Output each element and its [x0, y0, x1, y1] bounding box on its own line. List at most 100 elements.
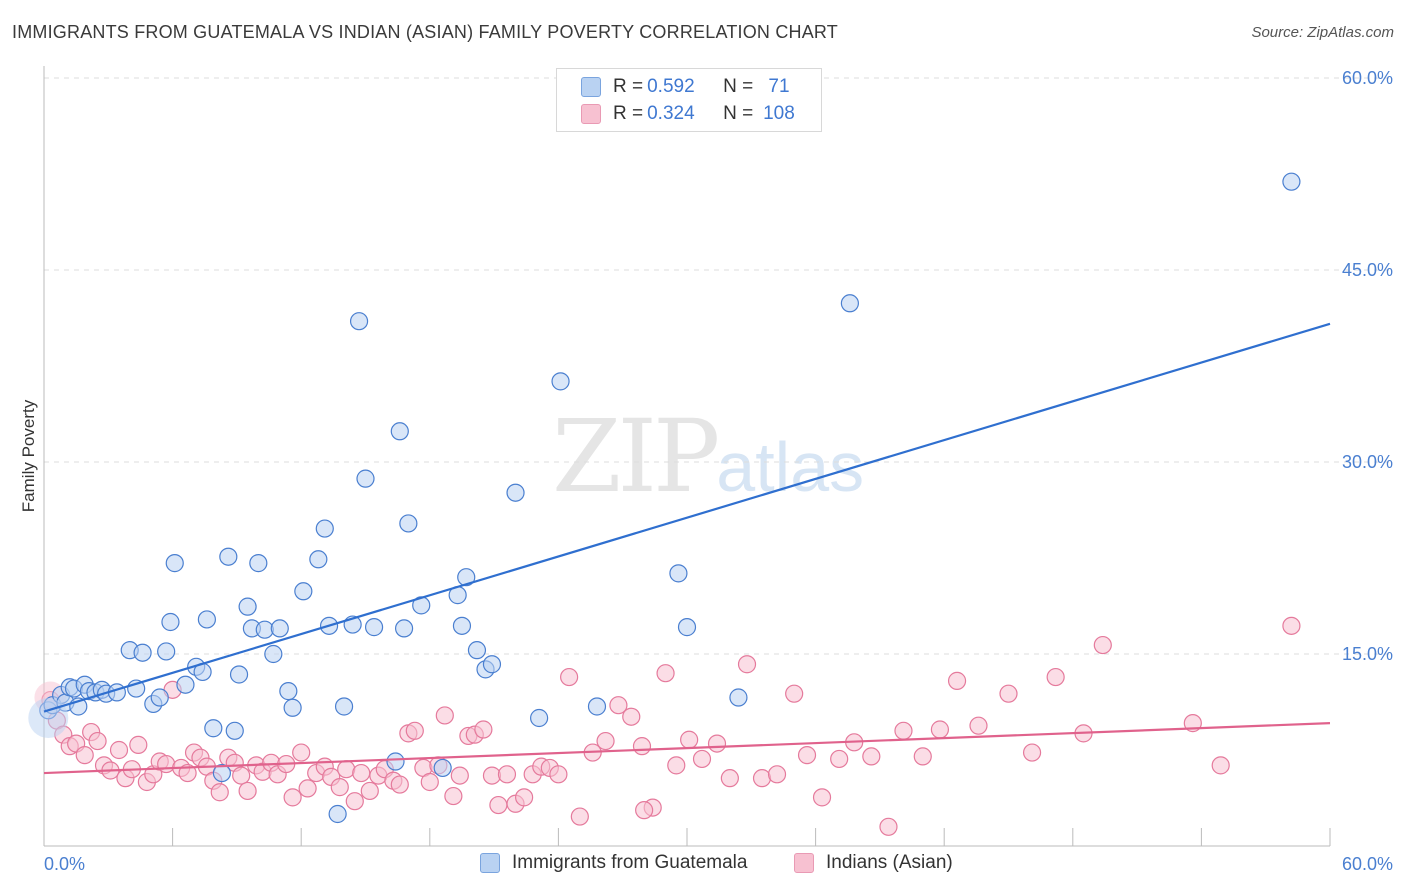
- point-indians-asian: [635, 801, 654, 820]
- point-guatemala: [176, 675, 195, 694]
- point-indians-asian: [129, 735, 148, 754]
- point-indians-asian: [609, 696, 628, 715]
- point-indians-asian: [879, 817, 898, 836]
- watermark-zip: ZIP: [552, 398, 720, 515]
- trend-line-guatemala: [43, 322, 1331, 713]
- point-indians-asian: [570, 807, 589, 826]
- point-guatemala: [530, 708, 549, 728]
- y-tick-label: 30.0%: [1342, 452, 1393, 472]
- point-guatemala: [315, 519, 334, 538]
- point-indians-asian: [862, 747, 881, 766]
- point-guatemala: [399, 514, 418, 533]
- point-indians-asian: [812, 788, 832, 807]
- point-indians-asian: [390, 775, 409, 794]
- points-guatemala: [28, 172, 1301, 824]
- axis-labels: 15.0% 30.0% 45.0% 60.0% 0.0% 60.0% Family Pove…: [19, 68, 1393, 874]
- point-indians-asian: [420, 772, 439, 792]
- legend-row-guatemala: R = 0.592 N = 71: [581, 75, 790, 99]
- point-guatemala: [394, 619, 414, 638]
- chart-title: IMMIGRANTS FROM GUATEMALA VS INDIAN (ASI…: [12, 22, 838, 42]
- point-indians-asian: [560, 667, 579, 687]
- point-guatemala: [165, 554, 184, 573]
- point-guatemala: [334, 697, 354, 716]
- legend-n-label: N =: [723, 103, 754, 124]
- point-indians-asian: [292, 743, 311, 762]
- point-guatemala: [309, 550, 328, 569]
- point-guatemala: [349, 312, 369, 331]
- point-indians-asian: [345, 792, 364, 811]
- bottom-legend-indians: Indians (Asian): [794, 852, 953, 874]
- point-indians-asian: [930, 720, 950, 739]
- point-guatemala: [294, 582, 313, 601]
- point-guatemala: [279, 682, 298, 701]
- point-indians-asian: [707, 734, 727, 753]
- point-indians-asian: [515, 788, 534, 807]
- point-guatemala: [225, 721, 244, 740]
- point-guatemala: [133, 643, 152, 662]
- y-axis-title: Family Poverty: [19, 399, 38, 512]
- point-indians-asian: [157, 754, 176, 774]
- legend-r-value: 0.592: [647, 76, 695, 97]
- point-guatemala: [157, 642, 176, 661]
- legend-n-value: 71: [763, 76, 790, 97]
- point-indians-asian: [737, 655, 757, 674]
- point-guatemala: [390, 422, 409, 441]
- point-indians-asian: [489, 795, 508, 815]
- point-indians-asian: [1093, 635, 1112, 655]
- point-guatemala: [482, 655, 502, 674]
- point-indians-asian: [88, 731, 107, 751]
- point-indians-asian: [283, 788, 302, 807]
- point-guatemala: [433, 758, 452, 778]
- watermark-atlas: atlas: [716, 428, 865, 506]
- point-indians-asian: [435, 706, 454, 725]
- watermark: ZIPatlas: [552, 398, 864, 515]
- legend-r-label: R =: [613, 76, 644, 97]
- point-indians-asian: [450, 766, 469, 785]
- point-guatemala: [457, 568, 476, 587]
- y-tick-label: 60.0%: [1342, 68, 1393, 88]
- point-indians-asian: [210, 783, 229, 802]
- legend-row-indians: R = 0.324 N = 108: [581, 102, 795, 126]
- point-indians-asian: [656, 664, 675, 683]
- point-guatemala: [283, 698, 302, 717]
- source-label: Source: ZipAtlas.com: [1251, 24, 1394, 41]
- bottom-legend-swatch-pink: [794, 853, 814, 873]
- bottom-legend-label: Immigrants from Guatemala: [512, 852, 748, 873]
- point-indians-asian: [894, 721, 913, 740]
- trend-lines: [43, 322, 1331, 775]
- stats-legend: R = 0.592 N = 71 R = 0.324 N = 108: [556, 68, 822, 132]
- point-guatemala: [840, 294, 859, 313]
- point-indians-asian: [680, 730, 699, 749]
- point-guatemala: [238, 597, 257, 616]
- legend-n-label: N =: [723, 76, 754, 97]
- point-guatemala: [364, 618, 384, 637]
- point-indians-asian: [1282, 616, 1301, 635]
- point-indians-asian: [797, 746, 817, 765]
- point-indians-asian: [692, 749, 712, 769]
- point-guatemala: [212, 763, 231, 783]
- bottom-legend-swatch-blue: [480, 853, 500, 873]
- point-guatemala: [161, 612, 180, 632]
- point-guatemala: [587, 697, 607, 716]
- points-indians-asian: [34, 616, 1301, 836]
- point-indians-asian: [1022, 743, 1042, 762]
- point-guatemala: [669, 564, 688, 583]
- point-indians-asian: [405, 721, 424, 740]
- point-indians-asian: [767, 765, 787, 784]
- point-indians-asian: [999, 684, 1018, 703]
- point-indians-asian: [330, 778, 349, 797]
- point-indians-asian: [497, 765, 517, 784]
- point-indians-asian: [352, 763, 371, 783]
- point-indians-asian: [947, 671, 967, 690]
- point-guatemala: [328, 804, 347, 824]
- y-tick-label: 45.0%: [1342, 260, 1393, 280]
- point-indians-asian: [596, 731, 615, 751]
- point-indians-asian: [1046, 667, 1065, 687]
- point-guatemala: [551, 372, 570, 391]
- point-guatemala: [229, 665, 249, 684]
- point-indians-asian: [474, 720, 493, 739]
- x-tick-label: 60.0%: [1342, 854, 1393, 874]
- point-indians-asian: [238, 781, 257, 801]
- point-guatemala: [150, 688, 169, 707]
